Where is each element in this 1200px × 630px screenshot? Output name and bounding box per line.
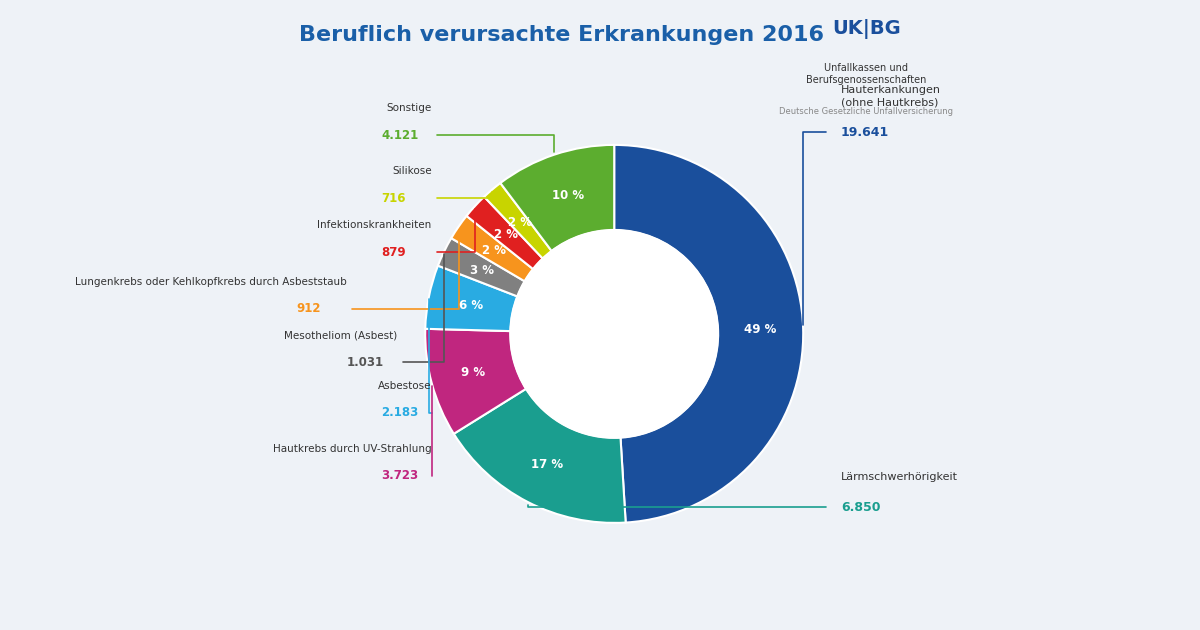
Wedge shape — [425, 266, 517, 331]
Wedge shape — [425, 329, 526, 434]
Text: Deutsche Gesetzliche Unfallversicherung: Deutsche Gesetzliche Unfallversicherung — [779, 107, 953, 116]
Text: 1.031: 1.031 — [347, 356, 384, 369]
Wedge shape — [500, 145, 614, 251]
Text: 3 %: 3 % — [470, 263, 494, 277]
Wedge shape — [484, 183, 552, 258]
Circle shape — [510, 230, 718, 438]
Text: 2.183: 2.183 — [382, 406, 419, 419]
Text: 9 %: 9 % — [461, 366, 485, 379]
Text: Sonstige: Sonstige — [386, 103, 432, 113]
Text: 4.121: 4.121 — [382, 129, 419, 142]
Text: 879: 879 — [382, 246, 406, 258]
Wedge shape — [451, 216, 533, 281]
Text: Hauterkankungen
(ohne Hautkrebs): Hauterkankungen (ohne Hautkrebs) — [841, 86, 941, 107]
Text: 2 %: 2 % — [494, 228, 518, 241]
Wedge shape — [614, 145, 803, 522]
Wedge shape — [438, 238, 524, 296]
Text: 2 %: 2 % — [508, 215, 532, 229]
Text: Unfallkassen und
Berufsgenossenschaften: Unfallkassen und Berufsgenossenschaften — [806, 63, 926, 84]
Text: Lärmschwerhörigkeit: Lärmschwerhörigkeit — [841, 472, 958, 482]
Text: 3.723: 3.723 — [382, 469, 419, 482]
Text: Hautkrebs durch UV-Strahlung: Hautkrebs durch UV-Strahlung — [272, 444, 432, 454]
Text: 2 %: 2 % — [481, 244, 505, 258]
Text: 19.641: 19.641 — [841, 126, 889, 139]
Text: 17 %: 17 % — [530, 457, 563, 471]
Text: 49 %: 49 % — [744, 323, 776, 336]
Text: Asbestose: Asbestose — [378, 381, 432, 391]
Text: 6.850: 6.850 — [841, 501, 881, 513]
Text: Lungenkrebs oder Kehlkopfkrebs durch Asbeststaub: Lungenkrebs oder Kehlkopfkrebs durch Asb… — [74, 277, 347, 287]
Text: Infektionskrankheiten: Infektionskrankheiten — [317, 220, 432, 230]
Text: UK|BG: UK|BG — [832, 19, 900, 39]
Text: Beruflich verursachte Erkrankungen 2016: Beruflich verursachte Erkrankungen 2016 — [299, 25, 824, 45]
Text: 10 %: 10 % — [552, 188, 583, 202]
Wedge shape — [467, 197, 542, 269]
Text: Mesotheliom (Asbest): Mesotheliom (Asbest) — [283, 330, 397, 340]
Text: 716: 716 — [382, 192, 406, 205]
Wedge shape — [454, 389, 625, 523]
Text: 912: 912 — [296, 302, 320, 315]
Text: Silikose: Silikose — [392, 166, 432, 176]
Text: 6 %: 6 % — [458, 299, 482, 312]
